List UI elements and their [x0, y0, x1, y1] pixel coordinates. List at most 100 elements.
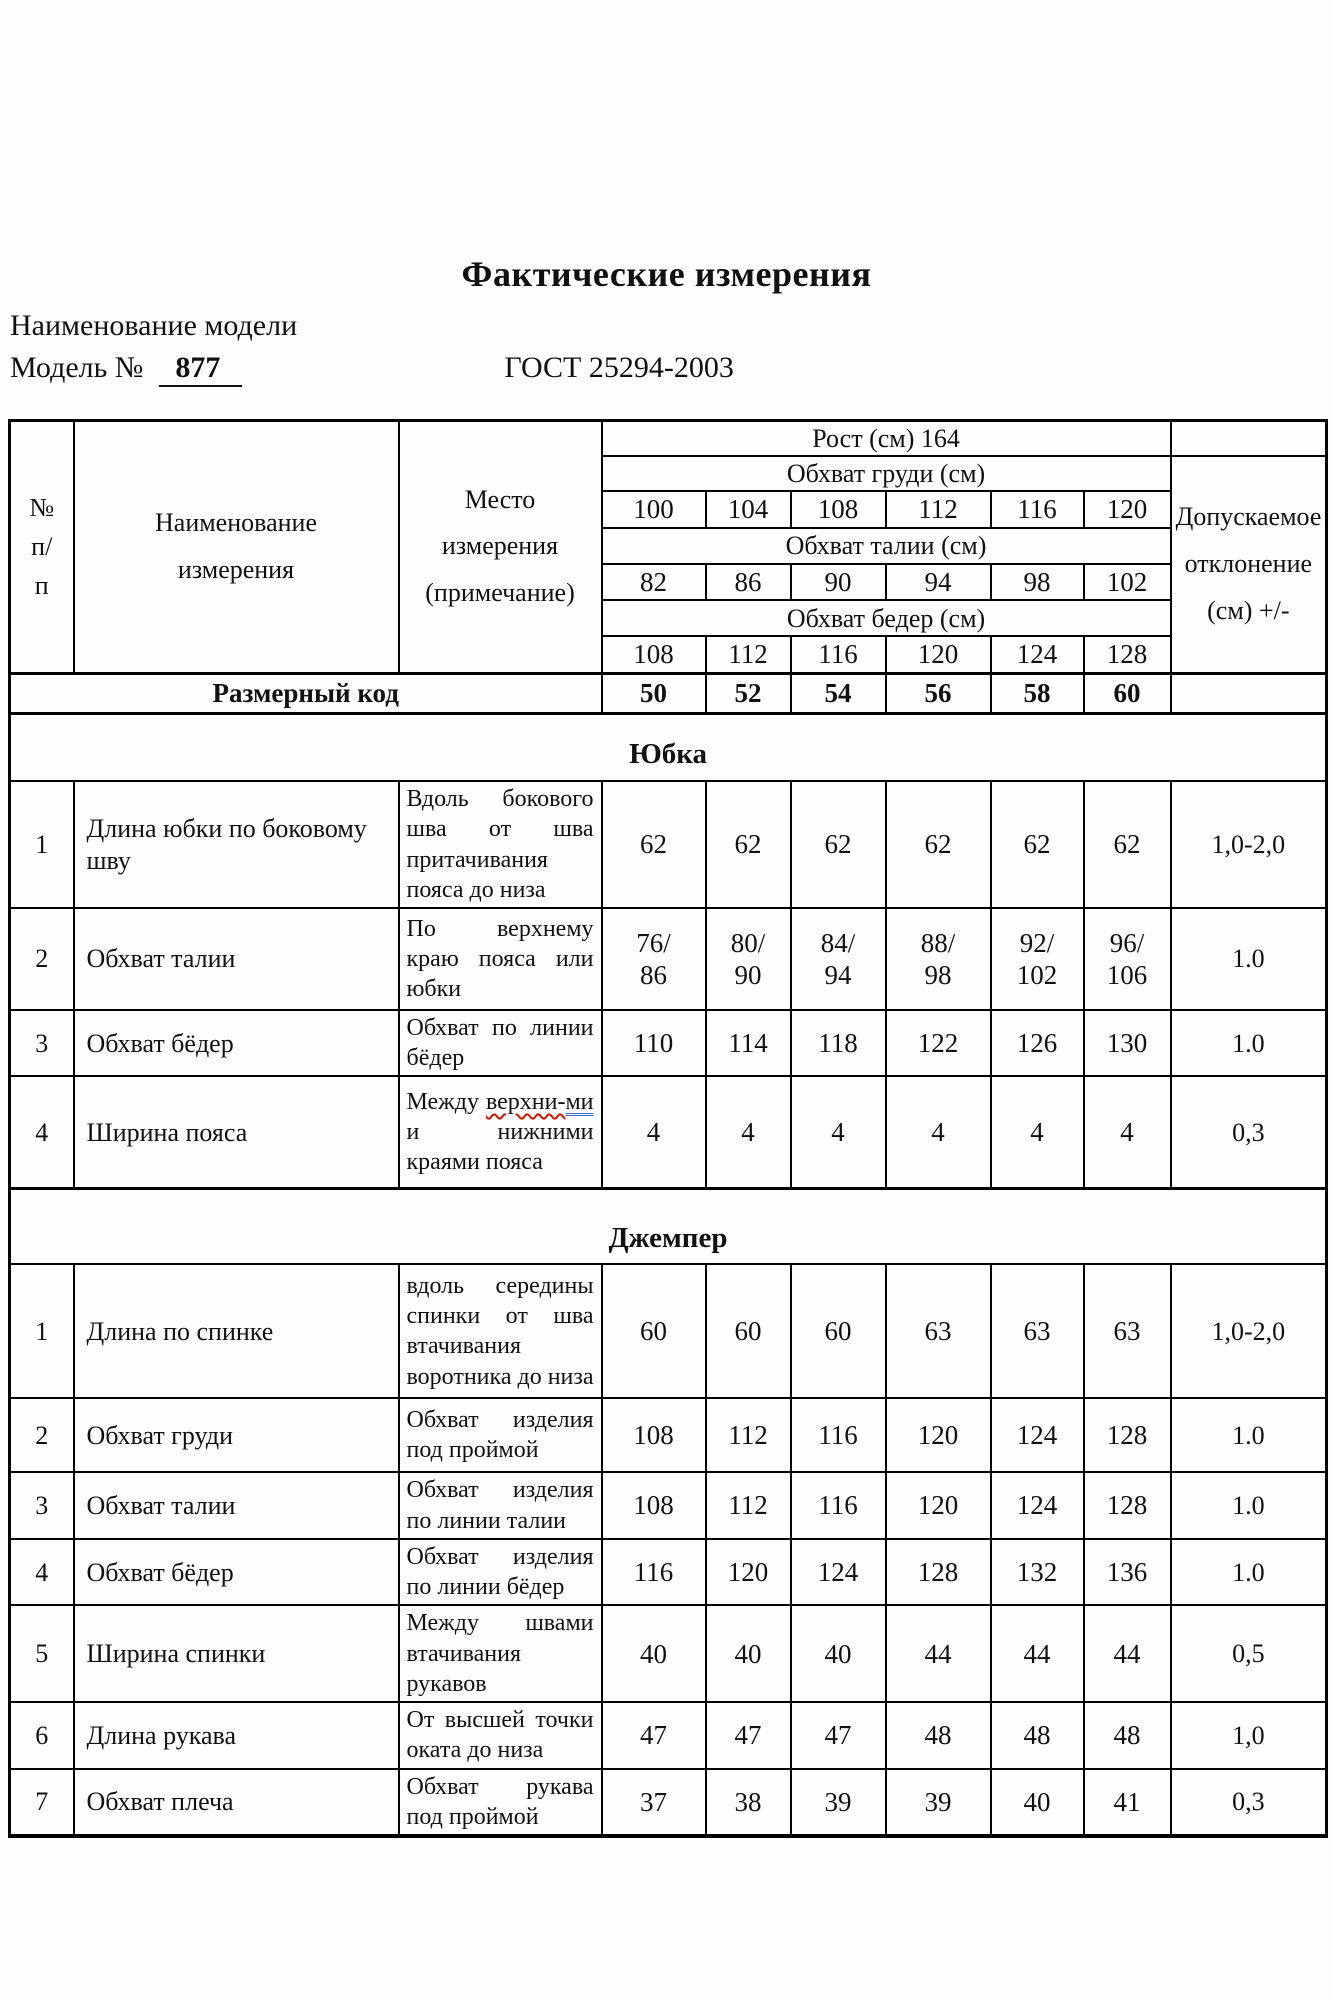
tolerance-value: 0,5 — [1169, 1604, 1328, 1704]
document-title: Фактические измерения — [461, 254, 872, 294]
measure-value: 76/ 86 — [600, 906, 707, 1011]
measure-name: Длина рукава — [72, 1701, 400, 1770]
measure-value: 62 — [789, 780, 887, 909]
row-num: 2 — [8, 1397, 75, 1474]
measure-value: 96/ 106 — [1082, 906, 1172, 1011]
model-name-label: Наименование модели — [10, 309, 298, 342]
measure-value: 40 — [989, 1767, 1085, 1839]
chest-size: 112 — [884, 490, 992, 529]
measure-value: 110 — [600, 1008, 707, 1078]
measure-value: 40 — [600, 1604, 707, 1704]
waist-size: 102 — [1082, 562, 1172, 602]
measure-value: 118 — [789, 1008, 887, 1078]
model-number: 877 — [159, 351, 243, 387]
measure-value: 124 — [989, 1397, 1085, 1474]
measure-value: 48 — [1082, 1701, 1172, 1770]
measure-row: 6 Длина рукава От высшей точки оката до … — [8, 1701, 1328, 1770]
hips-size: 120 — [884, 635, 992, 675]
measure-value: 4 — [884, 1075, 992, 1190]
waist-size: 90 — [789, 562, 887, 602]
row-num: 6 — [8, 1701, 75, 1770]
measure-value: 92/ 102 — [989, 906, 1085, 1011]
spellcheck-blue-text: ми — [565, 1088, 594, 1115]
hips-size: 116 — [789, 635, 887, 675]
measure-value: 128 — [884, 1537, 992, 1607]
measure-value: 122 — [884, 1008, 992, 1078]
measure-value: 44 — [884, 1604, 992, 1704]
measure-value: 136 — [1082, 1537, 1172, 1607]
measure-value: 112 — [704, 1471, 792, 1540]
size-code: 52 — [704, 671, 792, 715]
measure-value: 120 — [884, 1471, 992, 1540]
header-row-waist-label: Обхват талии (см) — [10, 526, 1327, 565]
measure-value: 116 — [600, 1537, 707, 1607]
measure-row: 5 Ширина спинки Между швами втачивания р… — [8, 1604, 1328, 1704]
chest-label: Обхват груди (см) — [600, 455, 1172, 493]
section-band-jumper: Джемпер — [8, 1186, 1328, 1266]
measure-row: 4 Ширина пояса Между верхни-ми и нижними… — [8, 1075, 1328, 1190]
measure-name: Обхват талии — [72, 1471, 400, 1540]
hips-size: 128 — [1082, 635, 1172, 675]
chest-size: 116 — [989, 490, 1085, 529]
measure-name: Обхват бёдер — [72, 1008, 400, 1078]
measure-name: Длина по спинке — [72, 1263, 400, 1400]
size-code: 58 — [989, 671, 1085, 715]
row-num: 2 — [8, 906, 75, 1011]
measure-row: 4 Обхват бёдер Обхват изделия по линии б… — [8, 1537, 1328, 1607]
measure-value: 47 — [789, 1701, 887, 1770]
section-title-skirt: Юбка — [8, 711, 1328, 783]
tolerance-value: 1.0 — [1169, 1537, 1328, 1607]
header-row-chest-label: Обхват груди (см) Допускаемое отклонение… — [10, 455, 1328, 675]
measure-value: 116 — [789, 1471, 887, 1540]
header-row-chest-values: 100 104 108 112 116 120 — [10, 490, 1327, 529]
measure-value: 44 — [989, 1604, 1085, 1704]
tolerance-value: 1,0-2,0 — [1169, 780, 1328, 909]
row-num: 1 — [8, 780, 75, 909]
measure-value: 120 — [884, 1397, 992, 1474]
measure-value: 39 — [884, 1767, 992, 1839]
rost-header: Рост (см) 164 — [600, 419, 1172, 458]
tolerance-value: 1,0-2,0 — [1169, 1263, 1328, 1400]
tolerance-value: 1.0 — [1169, 906, 1328, 1011]
measure-value: 48 — [884, 1701, 992, 1770]
col-header-tolerance: Допускаемое отклонение (см) +/- — [1169, 455, 1328, 675]
measure-place: Обхват изделия по линии талии — [397, 1471, 603, 1540]
hips-size: 112 — [704, 635, 792, 675]
size-code-row: Размерный код 50 52 54 56 58 60 — [8, 671, 1328, 715]
measure-value: 126 — [989, 1008, 1085, 1078]
place-text-part: и нижними краями пояса — [406, 1119, 594, 1176]
tolerance-value: 1,0 — [1169, 1701, 1328, 1770]
measure-value: 128 — [1082, 1397, 1172, 1474]
measure-value: 84/ 94 — [789, 906, 887, 1011]
measure-value: 37 — [600, 1767, 707, 1839]
waist-size: 94 — [884, 562, 992, 602]
measure-name: Длина юбки по боковому шву — [72, 780, 400, 909]
measure-place: Обхват рукава под проймой — [397, 1767, 603, 1839]
measure-name: Обхват груди — [72, 1397, 400, 1474]
measure-name: Обхват бёдер — [72, 1537, 400, 1607]
measure-value: 60 — [600, 1263, 707, 1400]
measure-value: 4 — [600, 1075, 707, 1190]
header-row-rost: № п/ п Наименование измерения Место изме… — [8, 419, 1328, 675]
measure-name: Обхват талии — [72, 906, 400, 1011]
chest-size: 108 — [789, 490, 887, 529]
measure-value: 62 — [1082, 780, 1172, 909]
col-header-num: № п/ п — [8, 419, 75, 675]
col-header-place: Место измерения (примечание) — [397, 419, 603, 675]
measure-value: 39 — [789, 1767, 887, 1839]
row-num: 3 — [8, 1008, 75, 1078]
measure-value: 130 — [1082, 1008, 1172, 1078]
measure-name: Ширина пояса — [72, 1075, 400, 1190]
measure-place: Обхват по линии бёдер — [397, 1008, 603, 1078]
model-line: Модель № 877 ГОСТ 25294-2003 — [10, 351, 1333, 387]
measure-value: 47 — [704, 1701, 792, 1770]
size-code-label: Размерный код — [8, 671, 603, 715]
header-row-waist-values: 82 86 90 94 98 102 — [10, 562, 1327, 602]
measure-value: 114 — [704, 1008, 792, 1078]
measurements-table: № п/ п Наименование измерения Место изме… — [8, 419, 1329, 1839]
measure-value: 80/ 90 — [704, 906, 792, 1011]
size-code-row-empty-cell — [1169, 671, 1328, 715]
tolerance-value: 1.0 — [1169, 1471, 1328, 1540]
measure-value: 132 — [989, 1537, 1085, 1607]
measure-value: 62 — [989, 780, 1085, 909]
